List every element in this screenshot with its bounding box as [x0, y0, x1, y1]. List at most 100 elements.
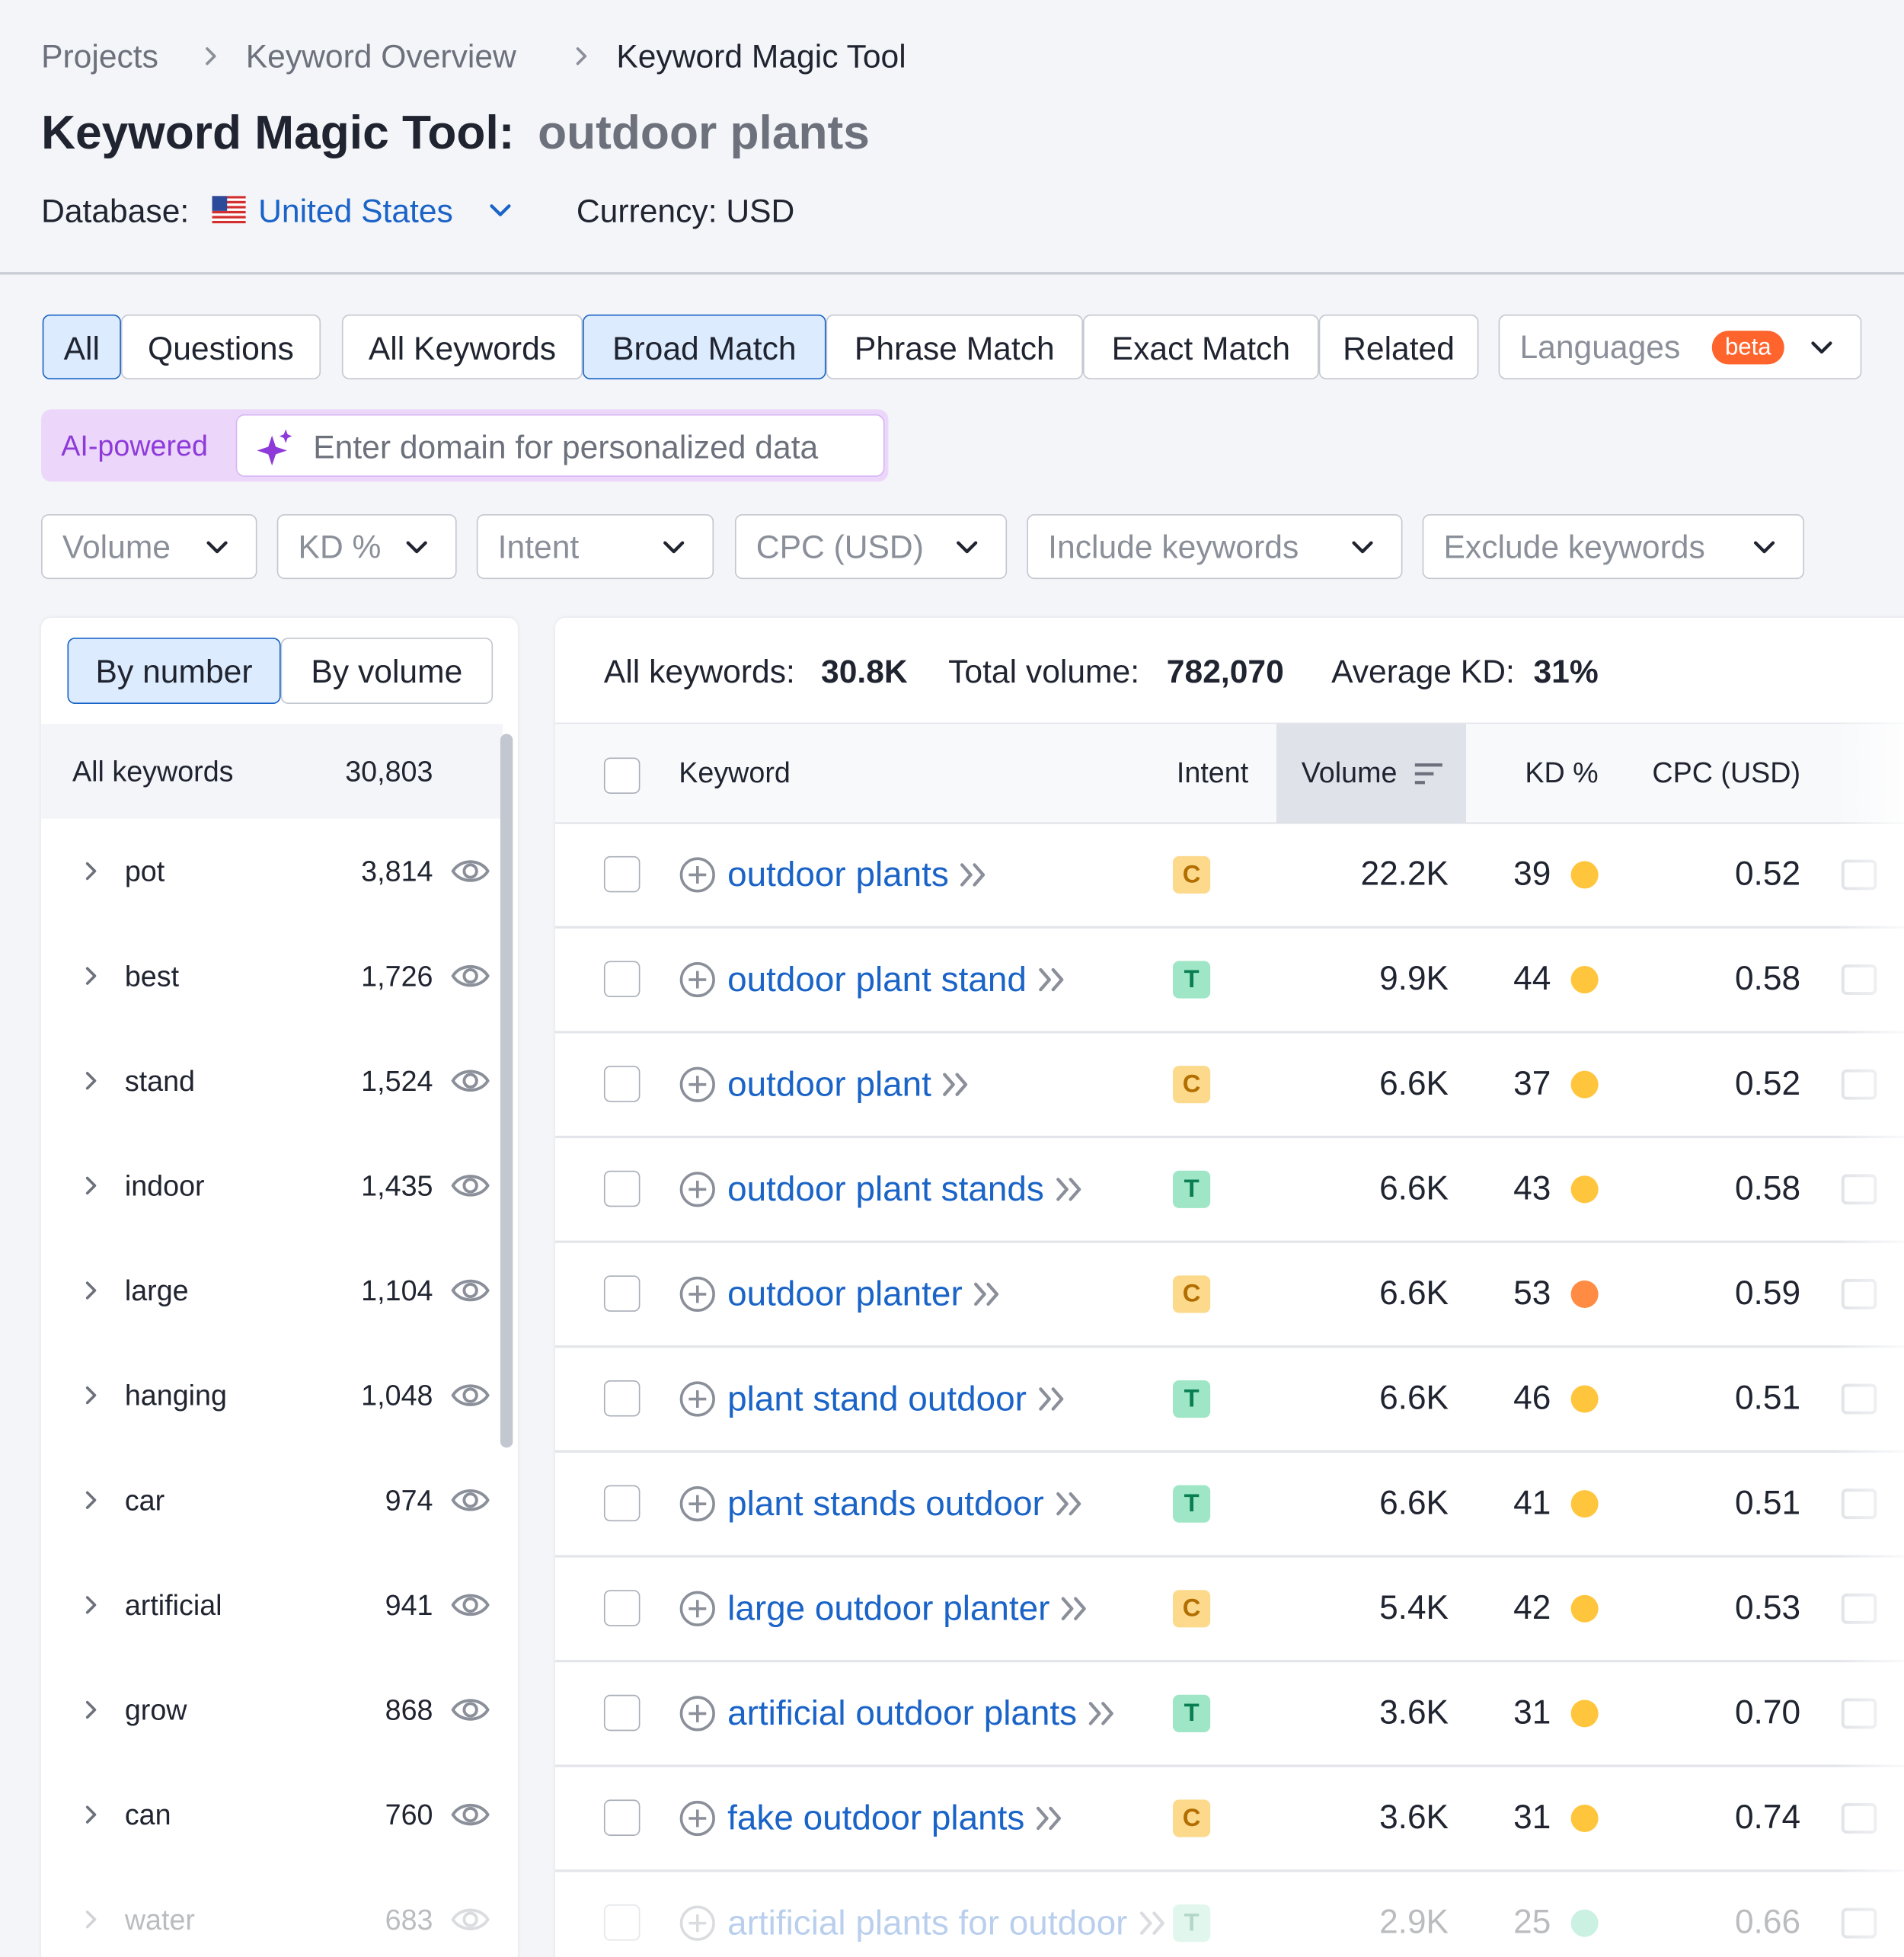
tab[interactable]: All [42, 314, 121, 380]
group-name[interactable]: best [124, 959, 180, 993]
eye-icon-svg [451, 1699, 490, 1721]
checkbox[interactable] [603, 1275, 641, 1312]
add-icon-svg [679, 1066, 715, 1102]
tab-label[interactable]: Phrase Match [854, 329, 1055, 367]
checkbox[interactable] [603, 1066, 641, 1102]
tab-label[interactable]: Related [1343, 329, 1455, 367]
ai-label: AI-powered [61, 429, 208, 462]
eye-icon [450, 1588, 490, 1623]
add-icon [679, 1485, 716, 1523]
keyword-link[interactable]: plant stands outdoor [727, 1483, 1044, 1523]
keyword-link[interactable]: outdoor plant stands [727, 1169, 1044, 1208]
languages-dropdown[interactable] [1498, 314, 1862, 380]
filter-dropdown[interactable] [476, 513, 714, 580]
checkbox[interactable] [603, 961, 641, 998]
kd-cell: 25 [1513, 1903, 1551, 1941]
toggle[interactable]: By volume [280, 638, 494, 705]
row-separator [555, 1345, 1904, 1348]
double-chevron-svg [1056, 1492, 1081, 1516]
checkbox[interactable] [603, 855, 641, 893]
eye-icon [450, 958, 490, 993]
checkbox[interactable] [603, 1799, 641, 1836]
filter-dropdown[interactable] [276, 513, 457, 580]
kd-cell: 31 [1513, 1693, 1551, 1732]
keyword-link[interactable]: fake outdoor plants [727, 1798, 1025, 1837]
keyword-link[interactable]: large outdoor planter [727, 1588, 1050, 1628]
volume-cell: 6.6K [1379, 1379, 1449, 1417]
keyword-link[interactable]: artificial plants for outdoor [727, 1903, 1128, 1943]
summary-text: 31% [1533, 652, 1599, 690]
checkbox[interactable] [603, 1590, 641, 1626]
checkbox[interactable] [603, 1694, 641, 1732]
column-header[interactable]: Volume [1301, 756, 1398, 789]
chevron-right-svg [85, 1386, 97, 1405]
tab-label[interactable]: All Keywords [368, 329, 557, 367]
tab[interactable]: All Keywords [341, 314, 583, 380]
filter-dropdown[interactable] [1422, 513, 1804, 580]
keyword-link[interactable]: outdoor planter [727, 1274, 963, 1313]
keyword-link[interactable]: outdoor plant [727, 1064, 931, 1104]
chevron-right [202, 45, 219, 67]
eye-icon [450, 1693, 490, 1728]
tab-label[interactable]: All [63, 329, 100, 367]
eye-icon-svg [451, 1489, 490, 1511]
kd-cell: 46 [1513, 1379, 1551, 1417]
volume-cell: 6.6K [1379, 1064, 1449, 1102]
double-chevron-svg [1062, 1597, 1087, 1621]
tab-label[interactable]: Questions [148, 329, 294, 367]
chevron-right [82, 1175, 100, 1197]
double-chevron-svg [974, 1282, 999, 1306]
database-link[interactable]: United States [258, 191, 453, 230]
filter-dropdown[interactable] [1027, 513, 1403, 580]
keyword-link[interactable]: outdoor plant stand [727, 959, 1027, 999]
chevron-down [205, 538, 230, 558]
add-icon [679, 1380, 716, 1418]
tab[interactable]: Questions [120, 314, 321, 380]
breadcrumb[interactable]: Keyword Overview [245, 37, 516, 75]
group-name[interactable]: grow [124, 1693, 187, 1726]
checkbox[interactable] [603, 1170, 641, 1207]
group-name[interactable]: indoor [124, 1169, 205, 1202]
volume-cell: 22.2K [1360, 855, 1449, 893]
tab-label[interactable]: By number [95, 653, 253, 691]
double-chevron-svg [1037, 1806, 1062, 1831]
tab[interactable]: Phrase Match [826, 314, 1084, 380]
tab-label[interactable]: Broad Match [612, 329, 797, 367]
group-name[interactable]: water [124, 1903, 195, 1936]
kd-dot [1570, 1175, 1599, 1204]
filter-label: Intent [497, 527, 580, 565]
group-name[interactable]: stand [124, 1064, 196, 1097]
tab-label[interactable]: By volume [311, 653, 463, 691]
kd-cell: 41 [1513, 1484, 1551, 1522]
checkbox[interactable] [603, 1904, 641, 1941]
header-row [555, 722, 1904, 824]
column-header: Keyword [679, 756, 791, 789]
group-name[interactable]: artificial [124, 1588, 222, 1621]
checkbox[interactable] [603, 757, 641, 794]
group-name[interactable]: car [124, 1483, 165, 1517]
tab[interactable]: Exact Match [1083, 314, 1319, 380]
group-name[interactable]: large [124, 1274, 189, 1307]
tab[interactable]: Related [1318, 314, 1479, 380]
group-name[interactable]: hanging [124, 1379, 227, 1412]
checkbox[interactable] [603, 1380, 641, 1417]
filter-label: Exclude keywords [1443, 527, 1705, 565]
keyword-link[interactable]: outdoor plants [727, 855, 949, 894]
keyword-link[interactable]: artificial outdoor plants [727, 1693, 1078, 1732]
toggle[interactable]: By number [67, 638, 281, 705]
volume-cell: 6.6K [1379, 1484, 1449, 1522]
group-name[interactable]: pot [124, 855, 165, 887]
double-chevron [1034, 1384, 1072, 1414]
keyword-cell: large outdoor planter [727, 1586, 1094, 1631]
group-name[interactable]: can [124, 1798, 171, 1831]
ai-input[interactable] [235, 414, 885, 477]
group-count: 1,048 [361, 1379, 433, 1412]
breadcrumb[interactable]: Projects [41, 37, 158, 75]
intent-badge: T [1173, 1485, 1211, 1523]
double-chevron [970, 1279, 1008, 1309]
tab[interactable]: Broad Match [583, 314, 826, 380]
keyword-link[interactable]: plant stand outdoor [727, 1379, 1027, 1418]
chevron-right [82, 1699, 100, 1721]
tab-label[interactable]: Exact Match [1111, 329, 1291, 367]
checkbox[interactable] [603, 1485, 641, 1522]
